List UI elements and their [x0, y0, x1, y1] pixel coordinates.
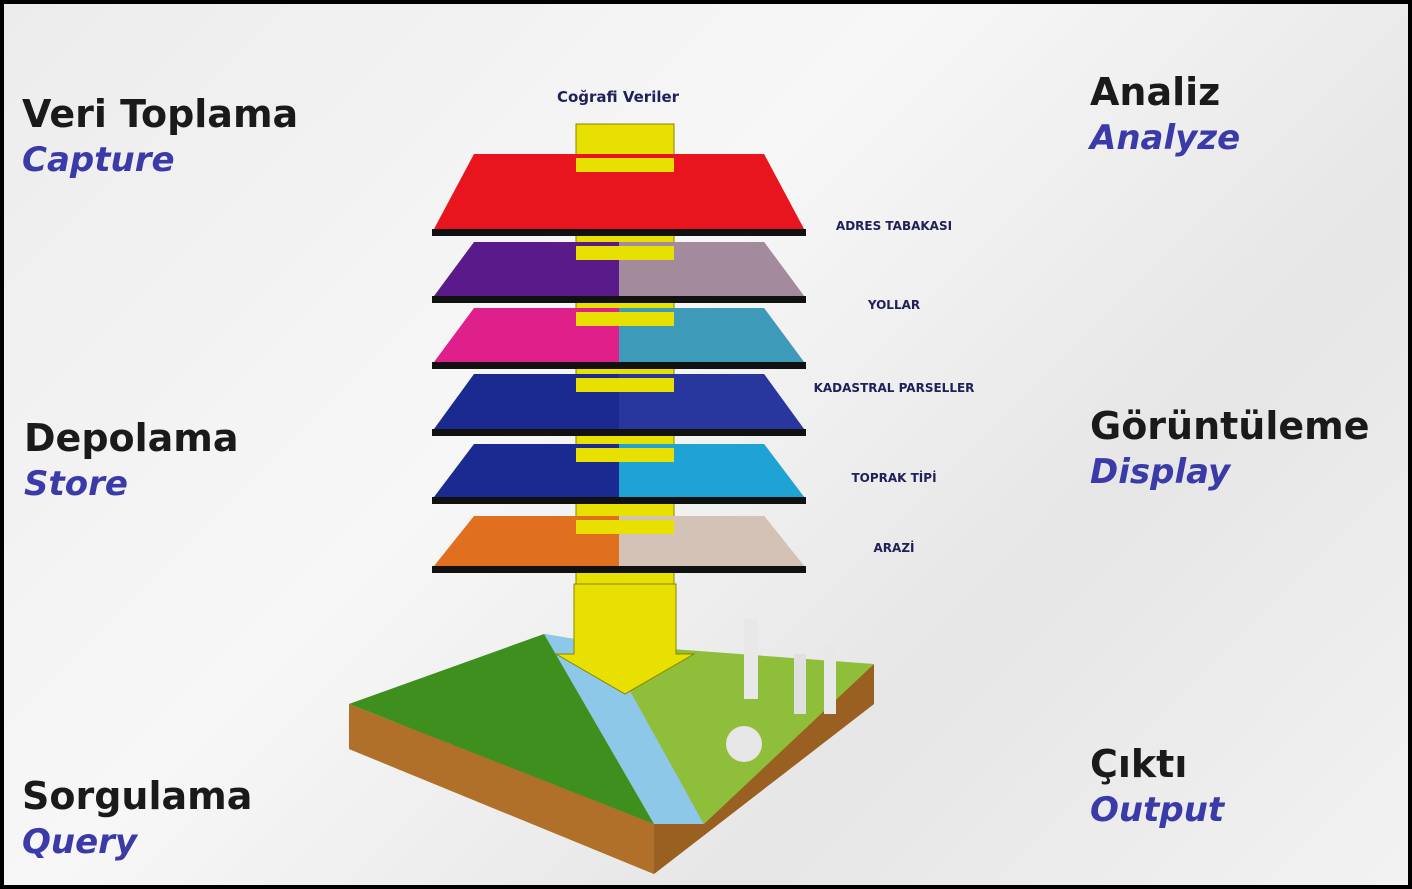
column-slice	[576, 312, 674, 326]
page: Veri Toplama Capture Depolama Store Sorg…	[0, 0, 1412, 889]
plate-edge	[432, 362, 806, 369]
column-slice	[576, 246, 674, 260]
plate-edge	[432, 229, 806, 236]
column-slice	[576, 378, 674, 392]
diagram-title: Coğrafi Veriler	[557, 88, 680, 106]
layer-label: ARAZİ	[874, 540, 915, 555]
column-slice	[576, 448, 674, 462]
layer-label: TOPRAK TİPİ	[851, 470, 936, 485]
layer-label: ADRES TABAKASI	[836, 219, 952, 233]
layer-label: YOLLAR	[867, 298, 920, 312]
plate-edge	[432, 429, 806, 436]
plate-edge	[432, 296, 806, 303]
layers: ADRES TABAKASI YOLLAR KADASTRAL PARSELLER T…	[432, 154, 974, 573]
column-slice	[576, 520, 674, 534]
plate-edge	[432, 497, 806, 504]
frame: Veri Toplama Capture Depolama Store Sorg…	[0, 0, 1412, 889]
layer-label: KADASTRAL PARSELLER	[814, 381, 975, 395]
gis-diagram: ADRES TABAKASI YOLLAR KADASTRAL PARSELLER T…	[4, 4, 1408, 885]
column-slice	[576, 158, 674, 172]
plate-edge	[432, 566, 806, 573]
